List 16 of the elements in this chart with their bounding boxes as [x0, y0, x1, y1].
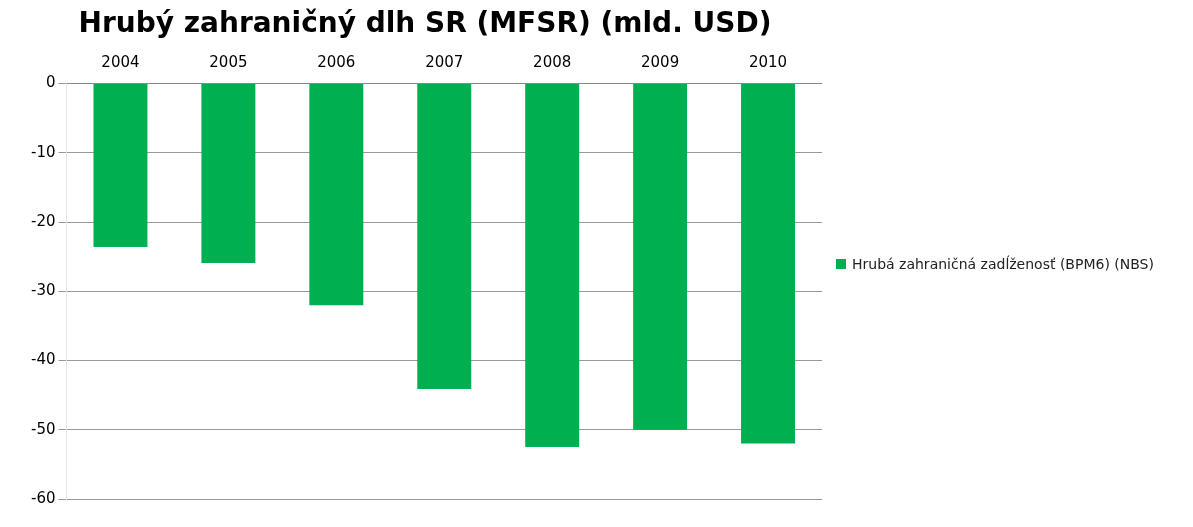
- x-tick-label: 2005: [209, 53, 248, 72]
- y-tick-label: -60: [31, 488, 56, 507]
- y-tick-label: 0: [45, 73, 56, 92]
- x-tick-label: 2009: [641, 53, 680, 72]
- y-tick-label: -40: [31, 350, 56, 369]
- x-tick-label: 2010: [748, 53, 788, 72]
- x-tick-label: 2006: [317, 53, 356, 72]
- x-tick-label: 2008: [533, 53, 572, 72]
- y-tick-label: -50: [31, 419, 56, 438]
- legend-label: Hrubá zahraničná zadĺženosť (BPM6) (NBS): [852, 255, 1154, 272]
- x-tick-label: 2007: [425, 53, 464, 72]
- chart-title: Hrubý zahraničný dlh SR (MFSR) (mld. USD): [78, 6, 772, 40]
- x-tick-label: 2004: [101, 53, 140, 72]
- y-tick-label: -30: [31, 281, 56, 300]
- y-tick-label: -10: [31, 142, 56, 161]
- y-tick-label: -20: [31, 211, 56, 230]
